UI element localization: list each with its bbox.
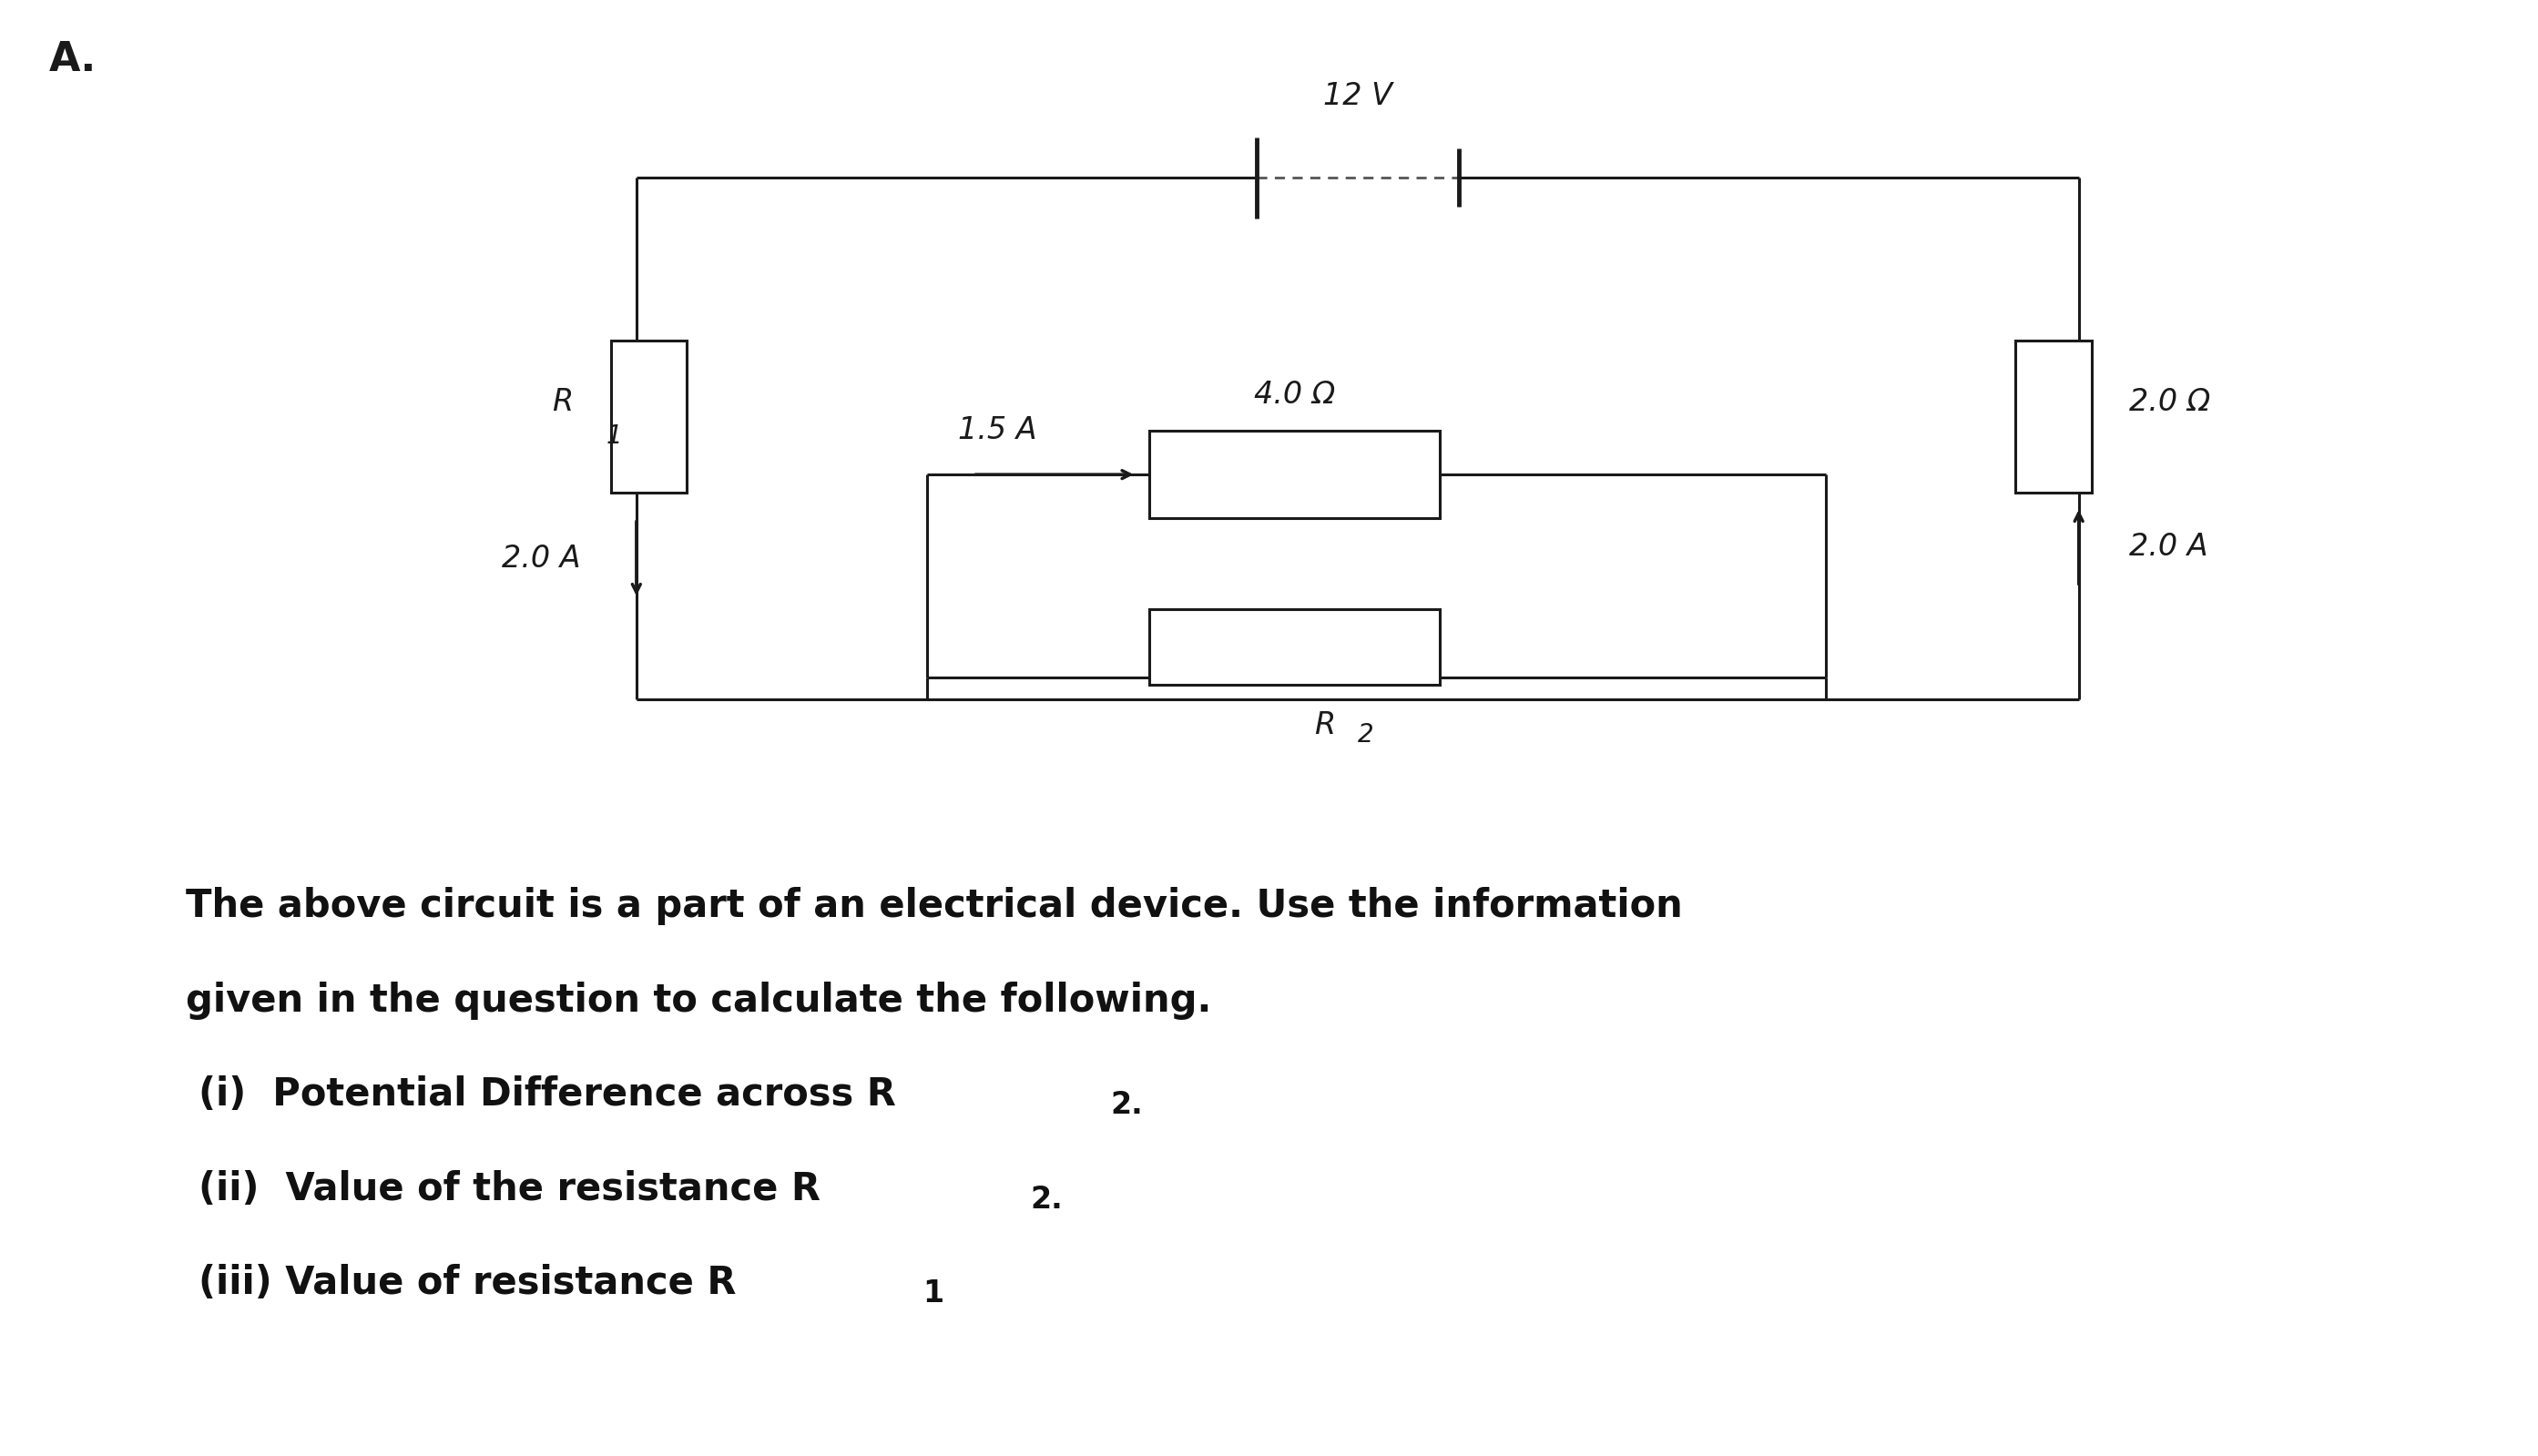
Bar <box>2015 341 2091 492</box>
Text: 2: 2 <box>1358 722 1373 748</box>
Text: 1: 1 <box>924 1278 944 1309</box>
Text: (iii) Value of resistance R: (iii) Value of resistance R <box>198 1264 736 1302</box>
Text: 2.0 Ω: 2.0 Ω <box>2129 387 2211 416</box>
Bar <box>612 341 688 492</box>
Text: 4.0 Ω: 4.0 Ω <box>1254 380 1335 409</box>
Text: A.: A. <box>48 39 96 79</box>
Text: 2.: 2. <box>1030 1184 1063 1214</box>
Text: 1.5 A: 1.5 A <box>957 415 1036 446</box>
Text: R: R <box>551 387 574 416</box>
Text: The above circuit is a part of an electrical device. Use the information: The above circuit is a part of an electr… <box>185 887 1683 926</box>
Text: 2.: 2. <box>1112 1091 1142 1120</box>
Text: 2.0 A: 2.0 A <box>503 543 581 574</box>
Text: 12 V: 12 V <box>1322 82 1393 111</box>
Text: given in the question to calculate the following.: given in the question to calculate the f… <box>185 981 1211 1019</box>
Bar <box>1150 609 1439 684</box>
Text: (i)  Potential Difference across R: (i) Potential Difference across R <box>198 1076 896 1114</box>
Bar <box>1150 431 1439 518</box>
Text: 1: 1 <box>607 424 622 450</box>
Text: (ii)  Value of the resistance R: (ii) Value of the resistance R <box>198 1169 820 1208</box>
Text: 2.0 A: 2.0 A <box>2129 531 2208 562</box>
Text: R: R <box>1315 711 1335 741</box>
